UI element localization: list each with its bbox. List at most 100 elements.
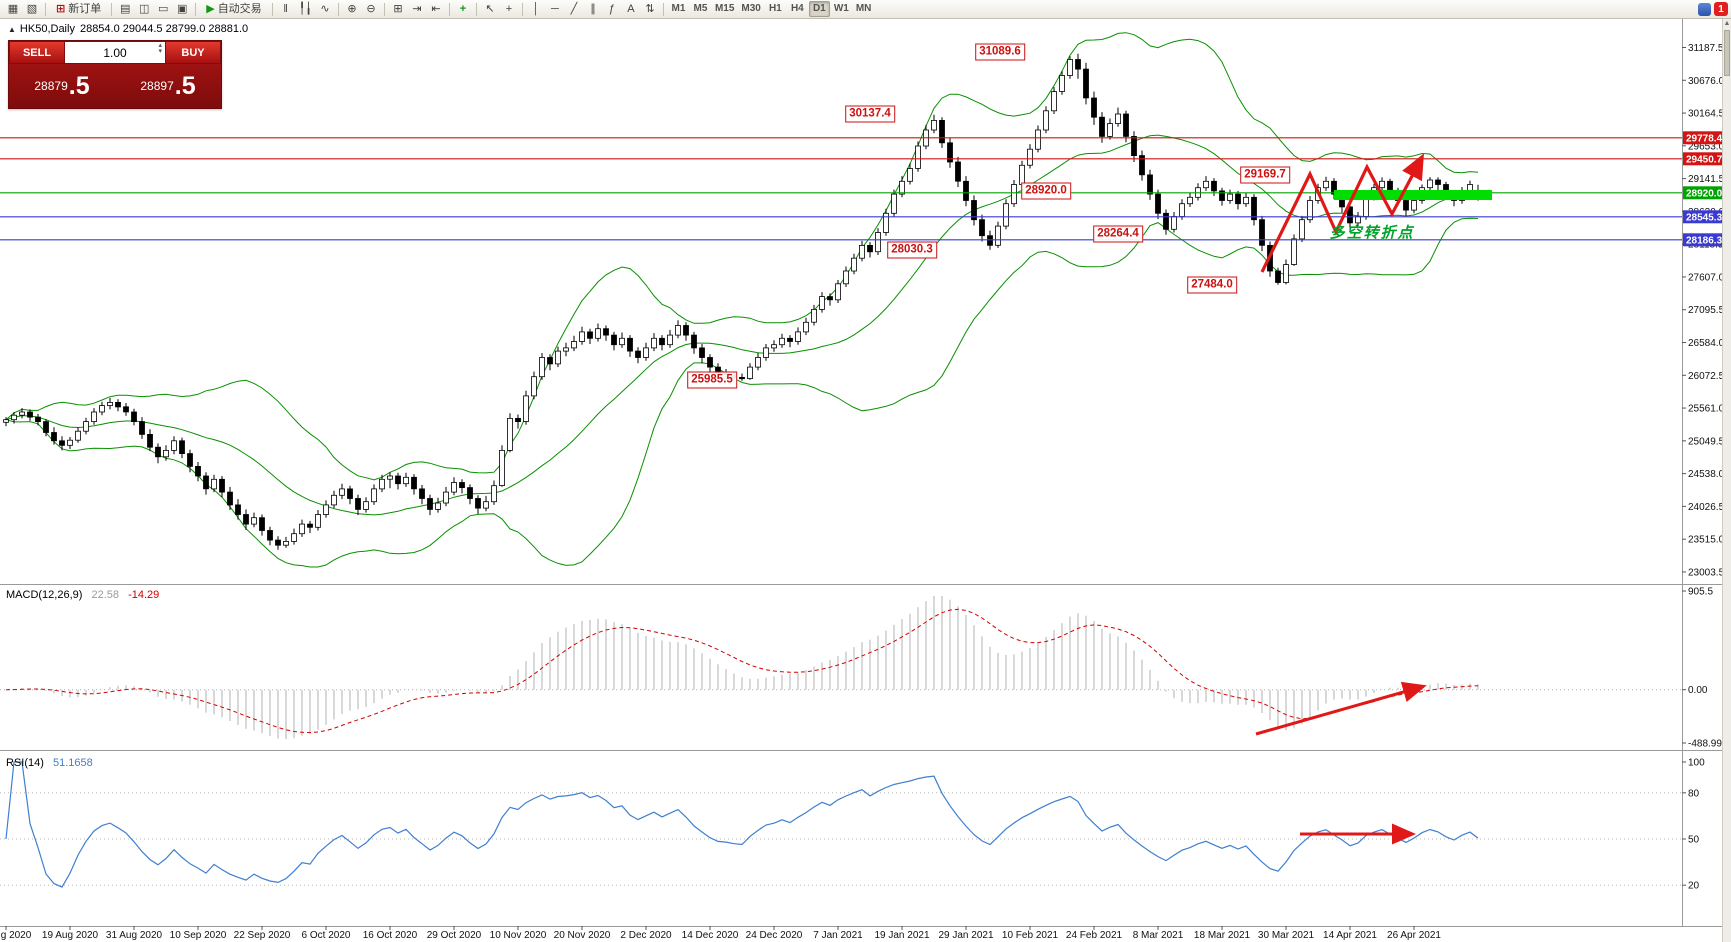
autotrading-label: 自动交易 [217, 3, 262, 15]
macd-series: 905.5 0.00 -488.99 [0, 587, 1722, 750]
zoom-in-button[interactable]: ⊕ [343, 1, 361, 17]
timeframe-m30-button[interactable]: M30 [741, 3, 761, 14]
svg-text:10 Nov 2020: 10 Nov 2020 [490, 930, 547, 941]
svg-text:29141.5: 29141.5 [1688, 174, 1725, 185]
macd-main-value: 22.58 [91, 589, 120, 601]
svg-text:0.00: 0.00 [1688, 685, 1708, 696]
navigator-button[interactable]: ▭ [154, 1, 172, 17]
data-window-button[interactable]: ◫ [135, 1, 153, 17]
price-tag [1683, 233, 1730, 247]
market-watch-button[interactable]: ▤ [116, 1, 134, 17]
chart-window: 31187.530676.030164.529653.029141.528630… [0, 19, 1731, 942]
volume-value: 1.00 [103, 45, 127, 60]
notification-badge[interactable]: 1 [1714, 2, 1728, 16]
new-order-button[interactable]: ⊞ 新订单 [50, 1, 107, 17]
sell-button[interactable]: SELL [9, 41, 65, 64]
buy-price[interactable]: 28897 .5 [115, 64, 221, 108]
trendline-icon: ╱ [570, 3, 578, 15]
svg-text:29450.7: 29450.7 [1686, 154, 1723, 165]
svg-text:23515.0: 23515.0 [1688, 535, 1725, 546]
sell-price-frac: .5 [68, 71, 90, 100]
zoom-out-button[interactable]: ⊖ [362, 1, 380, 17]
toolbar-separator [111, 2, 113, 16]
trend-arrow-price[interactable] [1260, 153, 1424, 273]
new-chart-button[interactable]: ▦ [4, 1, 22, 17]
date-axis: 7 Aug 2020 19 Aug 2020 31 Aug 2020 10 Sep 2… [0, 926, 1441, 941]
cursor-button[interactable]: ↖ [481, 1, 499, 17]
volume-input[interactable]: 1.00 ▴ ▾ [65, 41, 165, 64]
svg-text:24 Dec 2020: 24 Dec 2020 [746, 930, 803, 941]
toolbar-separator [195, 2, 197, 16]
arrows-tool-button[interactable]: ⇅ [641, 1, 659, 17]
arrows-tool-icon: ⇅ [645, 3, 655, 15]
svg-text:24538.0: 24538.0 [1688, 469, 1725, 480]
macd-signal-value: -14.29 [128, 589, 160, 601]
new-order-label: 新订单 [68, 3, 102, 15]
buy-button[interactable]: BUY [165, 41, 221, 64]
vertical-line-button[interactable]: │ [527, 1, 545, 17]
data-window-icon: ◫ [139, 3, 150, 15]
tile-windows-button[interactable]: ⊞ [389, 1, 407, 17]
bar-chart-button[interactable]: ‖ [277, 1, 295, 17]
svg-text:28186.3: 28186.3 [1686, 235, 1723, 246]
timeframe-h1-button[interactable]: H1 [768, 3, 782, 14]
svg-text:26584.0: 26584.0 [1688, 338, 1725, 349]
autotrading-button[interactable]: ▶ 自动交易 [200, 1, 267, 17]
price-tag [1683, 152, 1730, 166]
terminal-button[interactable]: ▣ [173, 1, 191, 17]
scrollbar-thumb[interactable] [1724, 30, 1730, 76]
chart-shift-button[interactable]: ⇤ [427, 1, 445, 17]
horizontal-line-icon: ─ [551, 3, 559, 15]
vertical-line-icon: │ [532, 3, 540, 15]
scroll-up-icon[interactable]: ▲ [1723, 20, 1731, 27]
sell-price[interactable]: 28879 .5 [9, 64, 115, 108]
chart-ohlc-header: ▲ HK50,Daily 28854.0 29044.5 28799.0 28881… [8, 23, 253, 35]
horizontal-line-button[interactable]: ─ [546, 1, 564, 17]
macd-label: MACD(12,26,9) 22.58 -14.29 [6, 589, 159, 601]
timeframe-m15-button[interactable]: M15 [714, 3, 735, 14]
new-order-icon: ⊞ [56, 3, 66, 15]
macd-name: MACD(12,26,9) [6, 589, 83, 601]
line-chart-icon: ∿ [320, 3, 330, 15]
fibonacci-button[interactable]: ƒ [603, 1, 621, 17]
svg-text:8 Mar 2021: 8 Mar 2021 [1133, 930, 1184, 941]
price-axis: 31187.530676.030164.529653.029141.528630… [1682, 43, 1730, 578]
indicators-button[interactable]: + [454, 1, 472, 17]
alerts-icon[interactable] [1698, 3, 1711, 16]
indicators-icon: + [459, 3, 467, 15]
svg-text:22 Sep 2020: 22 Sep 2020 [234, 930, 291, 941]
zoom-out-icon: ⊖ [366, 3, 376, 15]
support-zone-rect[interactable] [1334, 190, 1492, 200]
svg-text:50: 50 [1688, 835, 1700, 846]
volume-stepper[interactable]: ▴ ▾ [158, 42, 162, 55]
equidistant-channel-button[interactable]: ∥ [584, 1, 602, 17]
trendline-button[interactable]: ╱ [565, 1, 583, 17]
timeframe-d1-button[interactable]: D1 [808, 1, 830, 17]
price-tag [1683, 186, 1730, 200]
svg-text:16 Oct 2020: 16 Oct 2020 [363, 930, 418, 941]
svg-text:24 Feb 2021: 24 Feb 2021 [1066, 930, 1123, 941]
toolbar-separator [337, 2, 339, 16]
equidistant-channel-icon: ∥ [590, 3, 596, 15]
vertical-scrollbar[interactable]: ▲ [1722, 19, 1731, 942]
svg-text:23003.5: 23003.5 [1688, 567, 1725, 578]
timeframe-h4-button[interactable]: H4 [790, 3, 804, 14]
crosshair-button[interactable]: + [500, 1, 518, 17]
timeframe-m5-button[interactable]: M5 [693, 3, 708, 14]
trend-arrow-macd[interactable] [1255, 681, 1427, 736]
svg-text:28920.0: 28920.0 [1686, 188, 1723, 199]
text-label-button[interactable]: A [622, 1, 640, 17]
toolbar-separator [448, 2, 450, 16]
buy-price-main: 28897 [140, 79, 174, 93]
svg-text:30 Mar 2021: 30 Mar 2021 [1258, 930, 1315, 941]
timeframe-w1-button[interactable]: W1 [833, 3, 849, 14]
auto-scroll-button[interactable]: ⇥ [408, 1, 426, 17]
timeframe-mn-button[interactable]: MN [855, 3, 872, 14]
svg-text:25049.5: 25049.5 [1688, 436, 1725, 447]
collapse-icon[interactable]: ▲ [8, 25, 16, 34]
line-chart-button[interactable]: ∿ [316, 1, 334, 17]
candlestick-chart-button[interactable]: ╿╽ [296, 1, 315, 17]
timeframe-m1-button[interactable]: M1 [671, 3, 686, 14]
chart-profiles-button[interactable]: ▧ [23, 1, 41, 17]
